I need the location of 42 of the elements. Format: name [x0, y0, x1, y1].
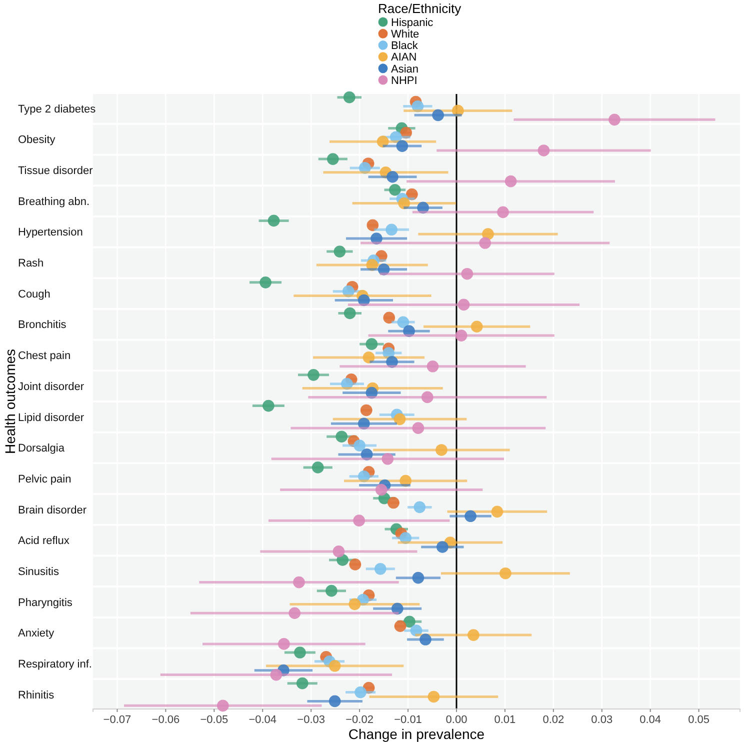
x-axis-title: Change in prevalence: [348, 726, 485, 742]
y-tick-label: Bronchitis: [18, 319, 67, 332]
y-tick-label: Rhinitis: [18, 689, 55, 702]
y-tick-label: Anxiety: [18, 628, 55, 640]
y-tick-label: Pharyngitis: [18, 596, 73, 609]
x-tick-label: −0.06: [152, 714, 180, 726]
y-tick-label: Brain disorder: [18, 504, 87, 516]
x-tick-label: −0.03: [297, 714, 326, 726]
y-tick-label: Tissue disorder: [18, 165, 94, 178]
legend-label: Hispanic: [391, 16, 434, 29]
y-tick-label: Lipid disorder: [18, 412, 84, 424]
x-tick-label: 0.04: [640, 714, 662, 726]
y-tick-label: Chest pain: [18, 350, 71, 362]
y-tick-label: Joint disorder: [18, 380, 84, 393]
y-tick-label: Breathing abn.: [18, 196, 90, 208]
legend-label: Asian: [391, 63, 419, 76]
y-tick-label: Dorsalgia: [18, 442, 66, 455]
y-tick-label: Obesity: [18, 134, 56, 146]
legend-title: Race/Ethnicity: [378, 1, 462, 16]
legend-label: AIAN: [391, 52, 417, 64]
y-tick-label: Hypertension: [18, 226, 83, 239]
x-tick-label: 0.05: [688, 714, 710, 726]
y-tick-label: Cough: [18, 288, 50, 300]
y-tick-label: Rash: [18, 258, 44, 270]
x-tick-label: −0.02: [346, 714, 374, 726]
x-tick-label: 0.03: [591, 714, 613, 726]
x-tick-label: −0.04: [248, 714, 277, 726]
x-tick-label: 0.02: [542, 714, 564, 726]
x-tick-label: −0.01: [394, 714, 422, 726]
legend-label: NHPI: [391, 74, 418, 87]
x-tick-label: −0.05: [200, 714, 228, 726]
y-tick-label: Acid reflux: [18, 535, 70, 548]
legend-label: Black: [391, 40, 418, 52]
y-tick-label: Respiratory inf.: [18, 658, 92, 671]
x-tick-label: 0.01: [494, 714, 516, 726]
y-tick-label: Type 2 diabetes: [18, 103, 96, 116]
x-tick-label: 0.00: [446, 714, 468, 726]
y-tick-label: Pelvic pain: [18, 473, 72, 486]
legend-label: White: [391, 28, 420, 40]
x-tick-label: −0.07: [103, 714, 132, 726]
y-axis-title: Health outcomes: [2, 348, 18, 454]
y-tick-label: Sinusitis: [18, 566, 60, 578]
